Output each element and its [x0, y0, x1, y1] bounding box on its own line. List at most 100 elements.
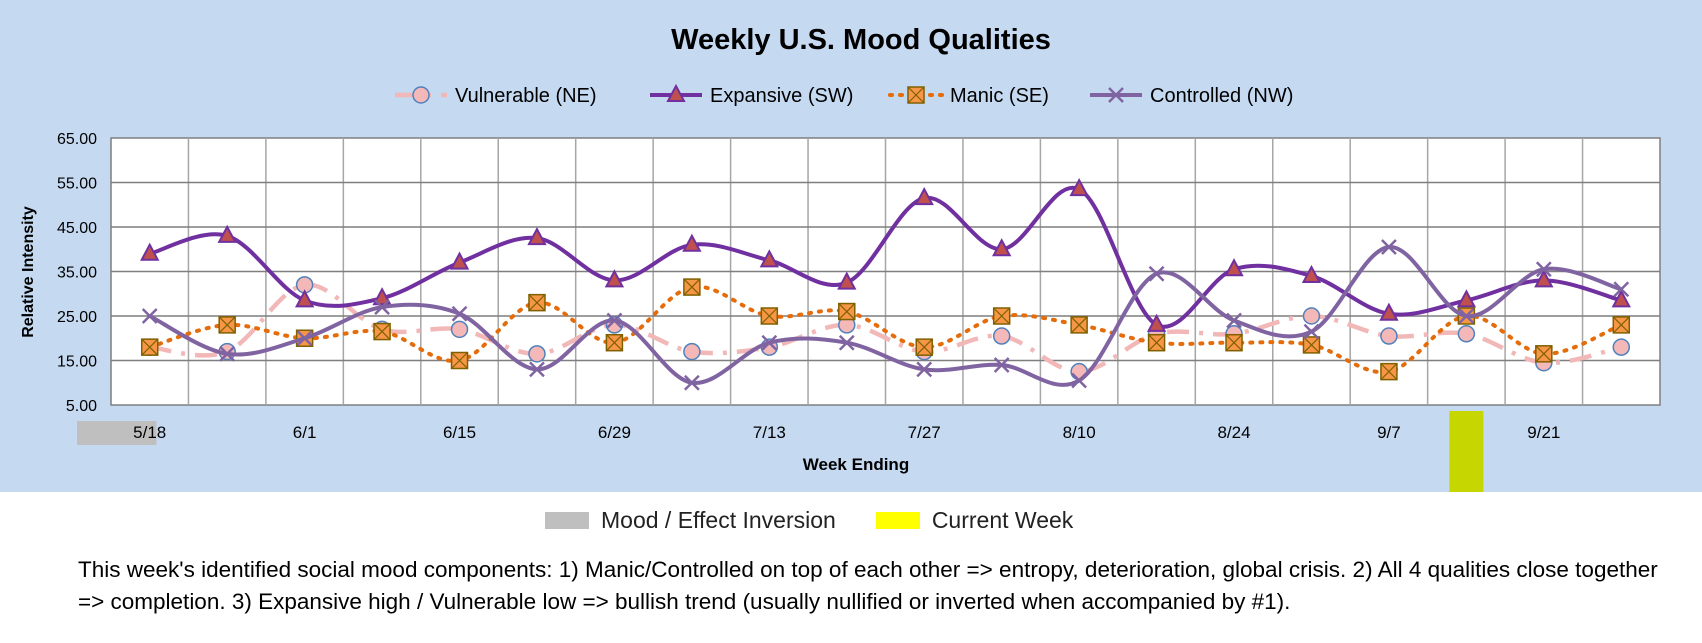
expansive-point — [666, 83, 686, 102]
mood-components-note: This week's identified social mood compo… — [78, 557, 1658, 614]
expansive-point — [1069, 178, 1089, 197]
expansive-point — [294, 289, 315, 308]
manic-point — [1612, 316, 1631, 334]
inversion-legend-item: Mood / Effect Inversion — [545, 507, 836, 534]
current-legend-item: Current Week — [875, 506, 1074, 534]
expansive-point — [1224, 258, 1244, 277]
vulnerable-point — [412, 86, 430, 104]
vulnerable-series-line — [149, 282, 1622, 374]
expansive-point — [1534, 269, 1554, 288]
expansive-point — [140, 242, 160, 261]
manic-point — [760, 307, 779, 325]
x-tick-labels: 5/18 6/1 6/15 6/29 7/13 7/27 8/10 8/24 9/7 9/21 — [133, 423, 1560, 442]
vulnerable-point — [1457, 325, 1476, 343]
current-week-swatch — [875, 511, 920, 529]
manic-point — [1535, 345, 1553, 363]
mood-chart: 65.00 55.00 45.00 35.00 25.00 15.00 5.00 5/18 6… — [20, 24, 1661, 492]
controlled-point — [761, 334, 778, 351]
controlled-point — [451, 305, 468, 322]
x-tick-label: 5/18 — [133, 423, 166, 442]
manic-point — [683, 278, 701, 296]
y-tick-labels: 65.00 55.00 45.00 35.00 25.00 15.00 5.00 — [57, 131, 97, 415]
expansive-point — [837, 271, 857, 290]
vulnerable-legend-label: Vulnerable (NE) — [455, 85, 597, 107]
current-week-highlight — [1449, 411, 1484, 492]
current-legend-label: Current Week — [931, 506, 1074, 533]
expansive-point — [604, 269, 625, 288]
controlled-point — [1148, 265, 1165, 282]
expansive-point — [1379, 302, 1399, 321]
x-axis-label: Week Ending — [803, 455, 909, 474]
manic-point — [605, 333, 624, 352]
expansive-point — [1611, 289, 1631, 308]
inversion-legend-label: Mood / Effect Inversion — [601, 506, 836, 533]
manic-point — [373, 322, 391, 341]
expansive-point — [449, 251, 470, 270]
manic-point — [450, 351, 469, 370]
x-tick-label: 6/15 — [443, 423, 476, 442]
legend: Vulnerable (NE) Expansive (SW) Manic (SE) C… — [395, 83, 1293, 107]
expansive-point — [1146, 313, 1167, 332]
manic-point — [528, 293, 546, 312]
controlled-point — [219, 345, 236, 362]
manic-point — [992, 307, 1011, 325]
vulnerable-point — [528, 345, 546, 363]
controlled-point — [141, 308, 158, 324]
inversion-highlight — [77, 421, 157, 445]
x-tick-label: 8/24 — [1217, 423, 1250, 442]
controlled-point — [1613, 281, 1630, 298]
controlled-legend-label: Controlled (NW) — [1150, 85, 1293, 107]
x-tick-label: 8/10 — [1063, 423, 1096, 442]
controlled-point — [1381, 239, 1397, 255]
controlled-point — [529, 361, 545, 378]
vulnerable-point — [1612, 338, 1631, 356]
x-tick-label: 6/1 — [293, 423, 317, 442]
x-tick-label: 6/29 — [598, 423, 631, 442]
controlled-point — [683, 374, 700, 391]
y-tick-label: 65.00 — [57, 131, 97, 148]
manic-point — [218, 316, 236, 334]
highlight-legend: Mood / Effect Inversion Current Week — [545, 505, 1073, 535]
manic-point — [838, 302, 856, 321]
expansive-series-line — [149, 185, 1622, 329]
expansive-point — [1301, 264, 1322, 283]
y-tick-label: 25.00 — [57, 309, 97, 326]
y-axis-label: Relative Intensity — [20, 206, 37, 338]
expansive-point — [682, 233, 702, 252]
manic-series-line — [147, 284, 1624, 375]
expansive-point — [992, 238, 1012, 257]
manic-point — [907, 86, 925, 104]
manic-point — [915, 338, 933, 356]
y-tick-label: 35.00 — [57, 265, 97, 282]
inversion-swatch — [545, 511, 589, 529]
vulnerable-point — [1380, 327, 1398, 345]
controlled-point — [838, 334, 855, 351]
manic-point — [1070, 316, 1088, 334]
chart-panel: 65.00 55.00 45.00 35.00 25.00 15.00 5.00 5/18 6… — [0, 0, 1702, 492]
manic-point — [1147, 333, 1166, 352]
vulnerable-point — [450, 320, 469, 339]
expansive-point — [914, 186, 934, 206]
y-tick-label: 15.00 — [57, 354, 97, 371]
controlled-point — [1108, 87, 1124, 103]
manic-point — [1302, 336, 1321, 354]
expansive-point — [372, 287, 392, 306]
controlled-point — [606, 312, 623, 329]
y-tick-label: 55.00 — [57, 176, 97, 193]
controlled-point — [1071, 372, 1088, 389]
expansive-point — [527, 227, 547, 246]
y-tick-label: 45.00 — [57, 220, 97, 237]
x-tick-label: 9/21 — [1527, 423, 1560, 442]
controlled-point — [296, 330, 313, 347]
controlled-point — [374, 299, 390, 315]
manic-point — [140, 338, 159, 356]
expansive-point — [759, 249, 779, 268]
manic-point — [1225, 333, 1243, 352]
series-layer — [140, 178, 1631, 391]
controlled-point — [1226, 312, 1242, 329]
x-tick-label: 7/27 — [908, 423, 941, 442]
vulnerable-point — [683, 342, 701, 361]
y-tick-label: 5.00 — [66, 398, 97, 415]
controlled-point — [993, 357, 1010, 373]
expansive-legend-label: Expansive (SW) — [710, 85, 853, 107]
